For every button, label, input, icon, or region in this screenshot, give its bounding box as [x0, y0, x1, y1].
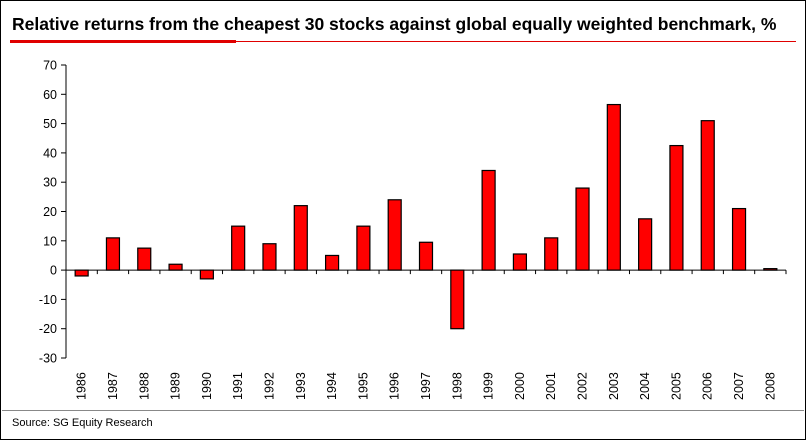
bar-1991: [231, 225, 246, 271]
bar-1994: [324, 254, 340, 271]
x-tick-label: 2007: [732, 372, 746, 400]
x-axis: 1986 1987 1988 1989 1990 1991 1992 1993 1994 1995…: [65, 269, 787, 400]
y-axis: -30 -20 -10 0 10 20 30 40 50 60 70: [39, 59, 67, 366]
x-tick-label: 2000: [513, 372, 527, 400]
bar-2004: [638, 218, 653, 271]
bar-2007: [731, 207, 747, 271]
bar-series: [74, 103, 778, 330]
bar-1999: [481, 169, 496, 271]
bar-1996: [387, 199, 402, 271]
y-tick-label: 60: [43, 88, 57, 102]
bar-1989: [168, 263, 183, 271]
x-tick-label: 1995: [356, 372, 370, 400]
bar-2008: [763, 268, 778, 271]
x-tick-label: 1996: [388, 372, 402, 400]
x-tick-label: 1993: [294, 372, 308, 400]
bar-1988: [137, 247, 152, 271]
bar-1992: [262, 243, 277, 271]
x-tick-label: 2003: [607, 372, 621, 400]
x-tick-label: 1986: [75, 372, 89, 400]
x-tick-label: 1988: [137, 372, 151, 400]
bar-1986: [74, 269, 89, 277]
bar-1987: [105, 237, 121, 271]
x-tick-label: 2008: [763, 372, 777, 400]
x-tick-label: 2006: [701, 372, 715, 400]
x-tick-label: 2005: [669, 372, 683, 400]
x-tick-label: 1989: [169, 372, 183, 400]
bar-1997: [418, 241, 434, 271]
x-tick-label: 2002: [576, 372, 590, 400]
x-tick-label: 2004: [638, 372, 652, 400]
y-tick-label: 50: [43, 117, 57, 131]
x-tick-label: 1999: [482, 372, 496, 400]
y-tick-label: 0: [50, 264, 57, 278]
bar-2003: [606, 103, 621, 271]
y-tick-label: -30: [39, 352, 57, 366]
bar-1995: [356, 225, 371, 271]
title-underline-accent: [10, 40, 236, 43]
y-tick-label: -10: [39, 293, 57, 307]
x-tick-label: 1998: [450, 372, 464, 400]
bar-1993: [293, 205, 308, 271]
bar-2000: [512, 253, 528, 271]
bar-2005: [669, 144, 684, 271]
bar-1990: [199, 269, 214, 280]
title-underline: [236, 41, 796, 42]
chart-title: Relative returns from the cheapest 30 st…: [12, 14, 777, 34]
y-tick-label: 40: [43, 146, 57, 160]
x-tick-label: 2001: [544, 372, 558, 400]
bar-2002: [575, 187, 590, 271]
x-tick-label: 1994: [325, 372, 339, 400]
x-tick-label: 1992: [262, 372, 276, 400]
y-tick-label: 30: [43, 176, 57, 190]
bar-2006: [700, 120, 715, 271]
x-tick-label: 1987: [106, 372, 120, 400]
y-tick-label: 10: [43, 234, 57, 248]
x-tick-label: 1997: [419, 372, 433, 400]
bar-2001: [544, 237, 559, 271]
y-tick-label: 20: [43, 205, 57, 219]
bar-1998: [450, 269, 465, 330]
y-tick-label: 70: [43, 59, 57, 73]
y-tick-label: -20: [39, 322, 57, 336]
footer-divider: [2, 410, 804, 411]
source-note: Source: SG Equity Research: [12, 417, 153, 429]
x-tick-label: 1990: [200, 372, 214, 400]
x-tick-label: 1991: [231, 372, 245, 400]
